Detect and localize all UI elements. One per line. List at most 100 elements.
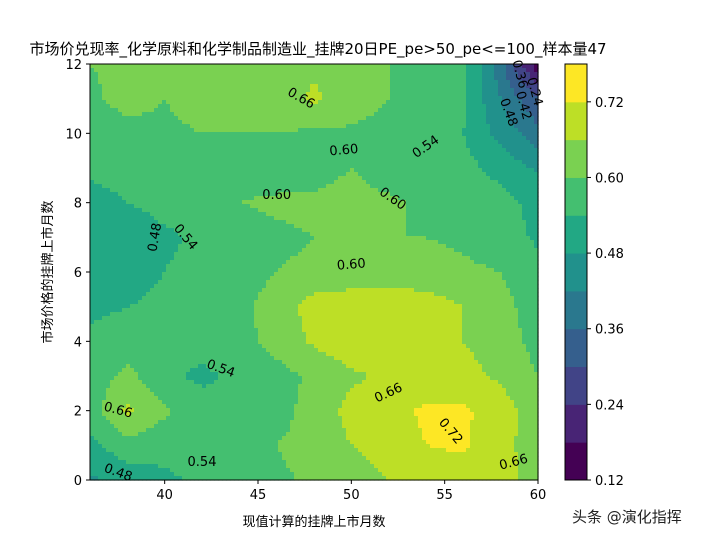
contour-cell: [374, 104, 379, 109]
contour-cell: [346, 152, 351, 157]
contour-cell: [274, 176, 279, 181]
contour-cell: [330, 96, 335, 101]
contour-cell: [526, 204, 531, 209]
contour-cell: [426, 184, 431, 189]
contour-cell: [118, 132, 123, 137]
contour-cell: [306, 88, 311, 93]
contour-cell: [498, 236, 503, 241]
contour-cell: [118, 232, 123, 237]
contour-cell: [178, 148, 183, 153]
contour-cell: [158, 232, 163, 237]
contour-cell: [310, 140, 315, 145]
contour-cell: [474, 184, 479, 189]
contour-cell: [286, 176, 291, 181]
contour-cell: [290, 228, 295, 233]
contour-cell: [330, 80, 335, 85]
contour-cell: [470, 68, 475, 73]
contour-cell: [306, 76, 311, 81]
contour-cell: [294, 76, 299, 81]
contour-cell: [526, 224, 531, 229]
contour-cell: [106, 132, 111, 137]
contour-cell: [110, 100, 115, 105]
contour-cell: [150, 80, 155, 85]
contour-cell: [330, 88, 335, 93]
contour-cell: [122, 180, 127, 185]
contour-cell: [210, 228, 215, 233]
contour-cell: [150, 208, 155, 213]
contour-cell: [98, 212, 103, 217]
contour-cell: [366, 80, 371, 85]
contour-cell: [122, 68, 127, 73]
contour-cell: [282, 64, 287, 69]
contour-cell: [218, 228, 223, 233]
contour-cell: [330, 212, 335, 217]
contour-cell: [450, 132, 455, 137]
contour-cell: [174, 180, 179, 185]
contour-cell: [522, 224, 527, 229]
contour-cell: [210, 172, 215, 177]
contour-cell: [186, 200, 191, 205]
contour-cell: [478, 232, 483, 237]
contour-cell: [242, 236, 247, 241]
contour-cell: [530, 148, 535, 153]
contour-cell: [370, 164, 375, 169]
contour-cell: [298, 128, 303, 133]
contour-cell: [390, 84, 395, 89]
contour-cell: [146, 140, 151, 145]
contour-cell: [458, 172, 463, 177]
contour-cell: [254, 64, 259, 69]
contour-cell: [178, 140, 183, 145]
contour-cell: [258, 168, 263, 173]
contour-cell: [350, 196, 355, 201]
contour-cell: [438, 136, 443, 141]
contour-cell: [334, 184, 339, 189]
contour-cell: [98, 136, 103, 141]
contour-cell: [142, 76, 147, 81]
contour-cell: [354, 92, 359, 97]
contour-cell: [338, 192, 343, 197]
contour-cell: [406, 108, 411, 113]
contour-cell: [174, 80, 179, 85]
contour-cell: [326, 232, 331, 237]
contour-cell: [182, 120, 187, 125]
contour-cell: [378, 136, 383, 141]
contour-cell: [374, 148, 379, 153]
contour-cell: [450, 100, 455, 105]
contour-cell: [146, 184, 151, 189]
contour-cell: [238, 96, 243, 101]
contour-cell: [210, 240, 215, 245]
contour-cell: [278, 184, 283, 189]
contour-cell: [282, 76, 287, 81]
contour-cell: [318, 88, 323, 93]
contour-cell: [430, 124, 435, 129]
contour-cell: [190, 84, 195, 89]
contour-cell: [194, 72, 199, 77]
contour-cell: [434, 88, 439, 93]
contour-cell: [358, 112, 363, 117]
contour-cell: [90, 108, 95, 113]
contour-cell: [270, 68, 275, 73]
contour-cell: [482, 116, 487, 121]
contour-cell: [162, 84, 167, 89]
contour-cell: [446, 64, 451, 69]
contour-cell: [506, 112, 511, 117]
contour-cell: [146, 236, 151, 241]
contour-cell: [98, 160, 103, 165]
contour-cell: [250, 176, 255, 181]
contour-cell: [478, 68, 483, 73]
contour-cell: [198, 144, 203, 149]
contour-cell: [178, 156, 183, 161]
contour-cell: [286, 120, 291, 125]
contour-cell: [174, 160, 179, 165]
contour-cell: [370, 200, 375, 205]
contour-cell: [462, 212, 467, 217]
contour-cell: [450, 140, 455, 145]
contour-cell: [302, 132, 307, 137]
contour-cell: [386, 140, 391, 145]
contour-cell: [334, 88, 339, 93]
contour-cell: [170, 156, 175, 161]
contour-cell: [98, 88, 103, 93]
contour-cell: [522, 168, 527, 173]
contour-cell: [206, 124, 211, 129]
contour-cell: [190, 96, 195, 101]
